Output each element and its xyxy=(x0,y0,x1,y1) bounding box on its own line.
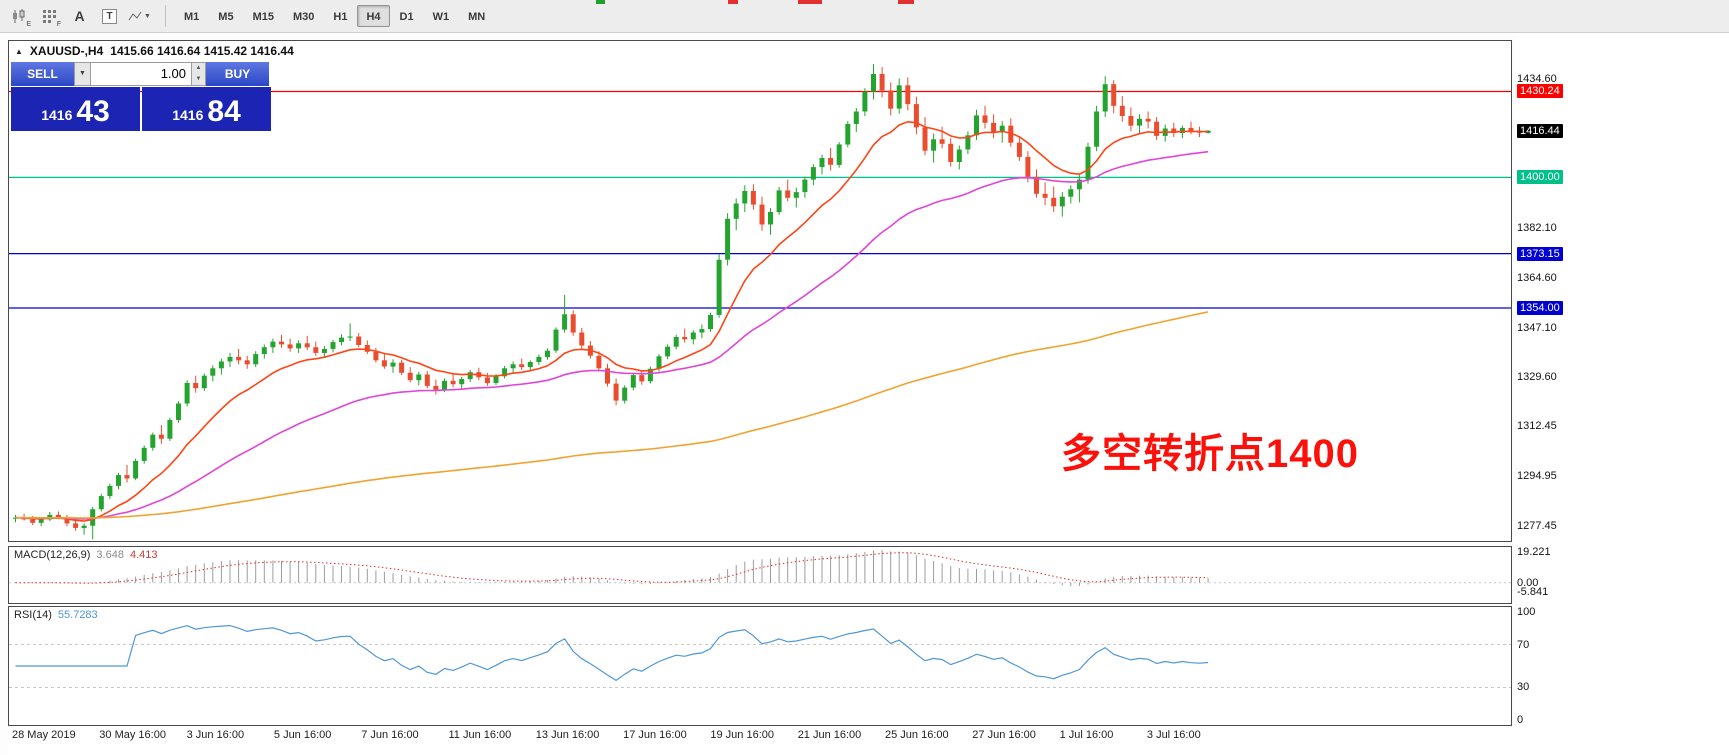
ask-price-pips: 84 xyxy=(207,95,241,128)
axis-label: 1312.45 xyxy=(1517,420,1557,433)
main-chart-panel[interactable]: ▲ XAUUSD-,H4 1415.66 1416.64 1415.42 141… xyxy=(8,40,1512,542)
chart-title: ▲ XAUUSD-,H4 1415.66 1416.64 1415.42 141… xyxy=(15,44,294,58)
ohlc-readout: 1415.66 1416.64 1415.42 1416.44 xyxy=(110,44,294,58)
axis-label: 1354.00 xyxy=(1517,301,1563,316)
axis-label: 1277.45 xyxy=(1517,519,1557,532)
bid-price-box[interactable]: 1416 43 xyxy=(11,87,140,131)
axis-label: 100 xyxy=(1517,606,1536,619)
axis-label: 1294.95 xyxy=(1517,469,1557,482)
ask-price-main: 1416 xyxy=(172,107,204,123)
clipped-artifact xyxy=(798,0,822,4)
indicator-grid-icon[interactable]: F xyxy=(36,4,63,28)
clipped-artifact xyxy=(596,0,605,4)
timeframe-d1[interactable]: D1 xyxy=(399,11,414,23)
bid-price-main: 1416 xyxy=(41,107,73,123)
drawing-tools-icon[interactable]: ▼ xyxy=(126,4,153,28)
chart-annotation-text: 多空转折点1400 xyxy=(1061,432,1359,476)
axis-label: 19.221 xyxy=(1517,545,1551,558)
macd-canvas[interactable] xyxy=(9,547,1511,603)
rsi-label: RSI(14) 55.7283 xyxy=(14,609,98,621)
volume-dropdown[interactable]: ▼ xyxy=(74,62,91,86)
price-axis[interactable]: 1434.60 1382.10 1364.60 1347.10 1329.60 1312.… xyxy=(1514,0,1729,755)
axis-label: 1373.15 xyxy=(1517,246,1563,261)
macd-signal-value: 4.413 xyxy=(129,549,158,561)
macd-value: 3.648 xyxy=(96,549,124,561)
axis-label: 1382.10 xyxy=(1517,222,1557,235)
text-label-icon[interactable]: A xyxy=(74,8,85,24)
time-axis-label: 5 Jun 16:00 xyxy=(273,729,332,741)
one-click-trade-panel: SELL ▼ 1.00 ▲ ▼ BUY 1416 43 1416 84 xyxy=(11,62,273,131)
clipped-artifact xyxy=(728,0,738,4)
price-chart-canvas[interactable] xyxy=(9,41,1511,541)
time-axis[interactable]: 28 May 2019 30 May 16:00 3 Jun 16:00 5 Jun … xyxy=(8,726,1514,755)
axis-label: -5.841 xyxy=(1517,586,1549,599)
timeframe-m30[interactable]: M30 xyxy=(292,11,315,23)
symbol-period: XAUUSD-,H4 xyxy=(29,44,104,58)
volume-input[interactable]: 1.00 xyxy=(91,62,192,86)
rsi-canvas[interactable] xyxy=(9,607,1511,725)
axis-label: 0 xyxy=(1517,713,1524,726)
timeframe-w1[interactable]: W1 xyxy=(432,11,450,23)
time-axis-label: 11 Jun 16:00 xyxy=(448,729,512,741)
macd-name: MACD(12,26,9) xyxy=(14,549,91,561)
sell-button[interactable]: SELL xyxy=(11,62,74,86)
bid-price-pips: 43 xyxy=(76,95,110,128)
chevron-down-icon: ▼ xyxy=(144,12,151,20)
timeframe-h4[interactable]: H4 xyxy=(357,5,390,27)
collapse-arrow-icon[interactable]: ▲ xyxy=(15,46,23,56)
time-axis-label: 3 Jun 16:00 xyxy=(186,729,245,741)
ask-price-box[interactable]: 1416 84 xyxy=(142,87,271,131)
clipped-artifact xyxy=(898,0,914,4)
timeframe-mn[interactable]: MN xyxy=(468,11,486,23)
axis-label: 1416.44 xyxy=(1517,123,1563,138)
axis-label: 1400.00 xyxy=(1517,170,1563,185)
volume-down-icon[interactable]: ▼ xyxy=(195,76,202,82)
macd-label: MACD(12,26,9) 3.648 4.413 xyxy=(14,549,157,561)
rsi-name: RSI(14) xyxy=(14,609,52,621)
axis-label: 1434.60 xyxy=(1517,73,1557,86)
candlesticks-icon[interactable]: E xyxy=(6,4,33,28)
time-axis-label: 7 Jun 16:00 xyxy=(361,729,419,741)
timeframe-m1[interactable]: M1 xyxy=(184,11,200,23)
axis-label: 1364.60 xyxy=(1517,271,1557,284)
volume-stepper[interactable]: ▲ ▼ xyxy=(192,62,206,86)
volume-up-icon[interactable]: ▲ xyxy=(195,65,202,71)
time-axis-label: 1 Jul 16:00 xyxy=(1059,729,1114,741)
time-axis-label: 25 Jun 16:00 xyxy=(885,729,949,741)
time-axis-label: 21 Jun 16:00 xyxy=(797,729,862,741)
timeframe-group: M1 M5 M15 M30 H1 H4 D1 W1 MN xyxy=(175,5,495,27)
macd-panel[interactable]: MACD(12,26,9) 3.648 4.413 xyxy=(8,546,1512,604)
axis-label: 1329.60 xyxy=(1517,371,1557,384)
rsi-panel[interactable]: RSI(14) 55.7283 xyxy=(8,606,1512,726)
rsi-value: 55.7283 xyxy=(57,609,98,621)
axis-label: 70 xyxy=(1517,638,1530,651)
time-axis-label: 28 May 2019 xyxy=(12,729,76,741)
buy-button[interactable]: BUY xyxy=(206,62,269,86)
timeframe-m5[interactable]: M5 xyxy=(218,11,234,23)
toolbar-separator xyxy=(165,5,166,27)
indicator-grid-icon-sub: F xyxy=(56,21,61,28)
time-axis-label: 3 Jul 16:00 xyxy=(1146,729,1201,741)
time-axis-label: 17 Jun 16:00 xyxy=(623,729,687,741)
text-box-icon[interactable]: T xyxy=(96,4,123,28)
candlesticks-icon-sub: E xyxy=(26,21,31,28)
toolbar: E F A T ▼ M1 M5 M15 M30 H1 H4 D1 W1 MN xyxy=(0,0,1729,33)
axis-label: 0.00 xyxy=(1517,576,1539,589)
time-axis-label: 27 Jun 16:00 xyxy=(972,729,1036,741)
axis-label: 1430.24 xyxy=(1517,84,1563,99)
timeframe-m15[interactable]: M15 xyxy=(252,11,274,23)
timeframe-h1[interactable]: H1 xyxy=(333,11,348,23)
axis-label: 1347.10 xyxy=(1517,321,1557,334)
time-axis-label: 19 Jun 16:00 xyxy=(710,729,775,741)
time-axis-label: 13 Jun 16:00 xyxy=(535,729,600,741)
time-axis-label: 30 May 16:00 xyxy=(99,729,166,741)
axis-label: 30 xyxy=(1517,681,1530,694)
